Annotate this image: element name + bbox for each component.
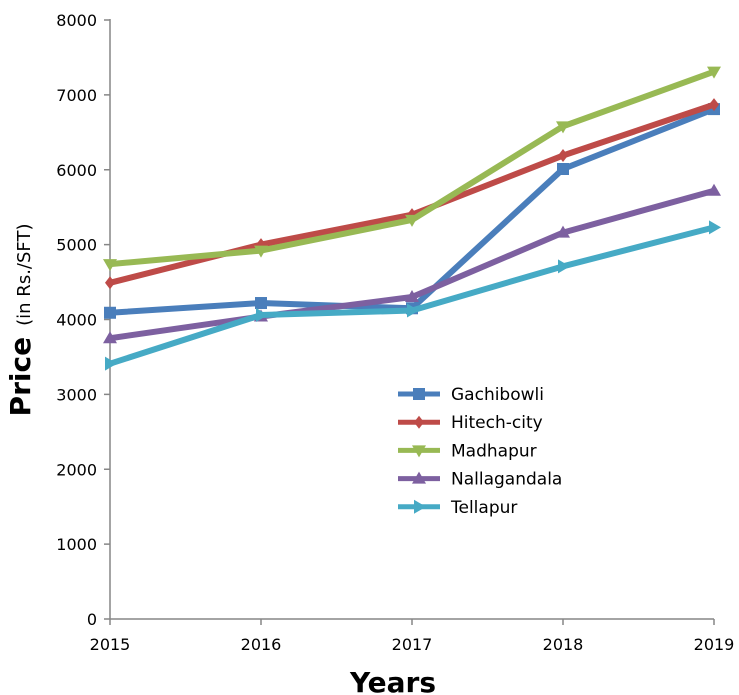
x-tick-label: 2019 (694, 635, 735, 654)
legend-item-gachibowli: Gachibowli (398, 385, 544, 405)
y-ticks: 0 1000 2000 3000 4000 5000 6000 7000 8000 (56, 11, 110, 629)
legend-item-nallagandala: Nallagandala (398, 470, 562, 490)
legend-label: Hitech-city (451, 413, 543, 433)
data-point-madhapur (405, 214, 419, 227)
data-point-nallagandala (405, 290, 419, 303)
data-point-nallagandala (556, 225, 570, 238)
data-point-hitech-city (709, 98, 719, 112)
legend-swatch-marker (413, 388, 425, 400)
x-tick-label: 2016 (241, 635, 282, 654)
legend-swatch-marker (414, 499, 426, 514)
series-nallagandala (103, 183, 721, 344)
data-point-madhapur (103, 259, 117, 272)
x-tick-label: 2015 (90, 635, 131, 654)
legend-swatch-marker (412, 445, 426, 458)
legend-item-hitech-city: Hitech-city (398, 413, 543, 433)
series-line-madhapur (107, 68, 717, 268)
data-point-nallagandala (707, 183, 721, 196)
data-point-madhapur (707, 66, 721, 79)
data-point-hitech-city (558, 149, 568, 163)
legend-swatch-marker (412, 471, 426, 484)
series-layer (103, 66, 721, 371)
legend-item-madhapur: Madhapur (398, 441, 537, 461)
data-point-tellapur (105, 356, 117, 371)
y-axis-title-main: Price (4, 337, 37, 417)
y-tick-label: 5000 (56, 236, 97, 255)
y-axis-title: Price (in Rs./SFT) (4, 224, 37, 417)
y-tick-label: 0 (87, 610, 97, 629)
legend-label: Gachibowli (451, 385, 544, 405)
data-point-gachibowli (104, 306, 116, 319)
data-point-nallagandala (103, 331, 117, 344)
x-tick-label: 2018 (543, 635, 584, 654)
x-axis-title: Years (349, 666, 436, 695)
y-tick-label: 4000 (56, 311, 97, 330)
data-point-tellapur (709, 220, 721, 235)
y-tick-label: 6000 (56, 161, 97, 180)
y-axis-title-unit: (in Rs./SFT) (14, 224, 35, 326)
data-point-gachibowli (557, 163, 569, 176)
data-point-gachibowli (255, 297, 267, 310)
legend-label: Nallagandala (451, 470, 562, 490)
data-point-hitech-city (105, 276, 115, 290)
legend-label: Madhapur (451, 441, 537, 461)
data-point-madhapur (556, 121, 570, 134)
series-hitech-city (105, 98, 719, 290)
data-point-tellapur (558, 259, 570, 274)
data-point-tellapur (407, 303, 419, 318)
legend-swatch-marker (414, 415, 424, 429)
y-tick-label: 8000 (56, 11, 97, 30)
legend-label: Tellapur (450, 498, 517, 518)
y-tick-label: 2000 (56, 460, 97, 479)
legend: Gachibowli Hitech-city Madhapur Nallagandal… (398, 385, 562, 518)
x-tick-label: 2017 (392, 635, 433, 654)
legend-item-tellapur: Tellapur (398, 498, 517, 518)
data-point-tellapur (256, 308, 268, 323)
x-ticks: 2015 2016 2017 2018 2019 (90, 619, 735, 654)
y-tick-label: 1000 (56, 535, 97, 554)
series-madhapur (103, 66, 721, 272)
y-tick-label: 7000 (56, 86, 97, 105)
y-tick-label: 3000 (56, 385, 97, 404)
data-point-madhapur (254, 245, 268, 258)
series-tellapur (105, 220, 721, 371)
